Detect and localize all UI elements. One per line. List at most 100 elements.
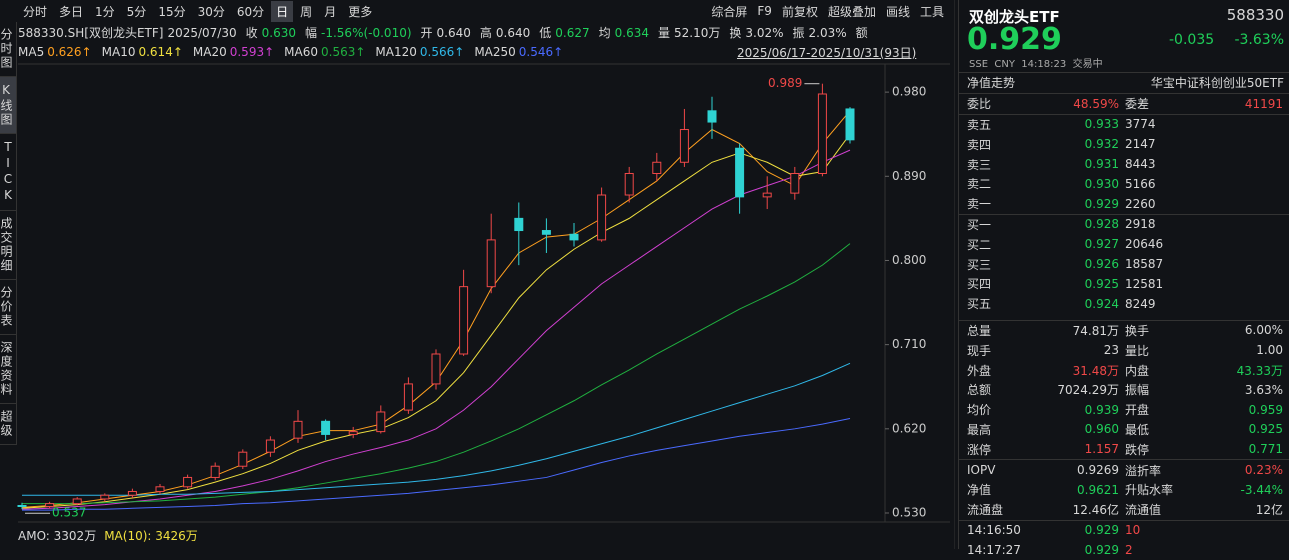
tab[interactable]: 60分 — [236, 4, 265, 19]
quote-row: 买一 0.928 2918 — [959, 213, 1289, 235]
info-item: 振 2.03% — [793, 24, 847, 41]
quote-row: 现手 23 量比 1.00 — [959, 340, 1289, 360]
ma-value: 0.563↑ — [321, 45, 366, 59]
info-value: 2025/07/30 — [167, 25, 237, 40]
tab[interactable]: 多日 — [59, 4, 84, 19]
candle-body — [321, 420, 331, 435]
info-item: 换 3.02% — [729, 24, 783, 41]
ma-item: MA10 0.614↑ — [102, 45, 183, 59]
cell: 23 — [1103, 343, 1119, 358]
info-item: 量 52.10万 — [658, 24, 720, 41]
tab[interactable]: 更多 — [348, 4, 373, 19]
cell: 48.59% — [1073, 96, 1119, 111]
candle-body — [403, 383, 413, 411]
quote-row: 净值走势 华宝中证科创创业50ETF — [959, 73, 1289, 93]
info-label: 量 — [658, 25, 671, 40]
quote-row: 卖二 0.930 5166 — [959, 174, 1289, 194]
ma-line — [21, 110, 851, 508]
tool[interactable]: 综合屏 — [711, 4, 748, 19]
ma-line — [22, 362, 851, 496]
tab[interactable]: 月 — [324, 4, 337, 19]
cell: 12581 — [1125, 276, 1164, 291]
cell: 0.928 — [1084, 217, 1119, 232]
ma-item: MA250 0.546↑ — [474, 45, 563, 59]
info-label: 收 — [245, 25, 258, 40]
info-label: 换 — [729, 25, 742, 40]
info-label: 588330.SH[双创龙头ETF] — [18, 25, 164, 40]
cell: 0.960 — [1084, 422, 1119, 437]
quote-row: 买三 0.926 18587 — [959, 254, 1289, 274]
side-tab[interactable]: 超级 — [0, 404, 16, 445]
quote-row: 卖四 0.932 2147 — [959, 134, 1289, 154]
cell: 0.929 — [1084, 523, 1119, 538]
quote-row: 买四 0.925 12581 — [959, 274, 1289, 294]
cell: 买一 — [967, 217, 992, 232]
cell: 买五 — [967, 297, 992, 312]
quote-row: 最高 0.960 最低 0.925 — [959, 420, 1289, 440]
candle-body — [845, 108, 855, 141]
cell: 卖一 — [967, 197, 992, 212]
info-item: 收 0.630 — [246, 24, 296, 41]
tool[interactable]: 超级叠加 — [827, 4, 876, 19]
candle-body — [790, 172, 800, 194]
candle-body — [376, 411, 386, 433]
ma-name: MA60 — [284, 45, 318, 59]
tool[interactable]: 画线 — [885, 4, 910, 19]
cell: 7024.29万 — [1057, 383, 1119, 398]
ma-item: MA60 0.563↑ — [284, 45, 365, 59]
cell: -3.44% — [1240, 482, 1283, 497]
cell: 换手 — [1125, 323, 1150, 338]
side-tab[interactable]: 分价表 — [0, 280, 16, 335]
amo-ma: MA(10): 3426万 — [104, 529, 198, 543]
cell: 2147 — [1125, 137, 1156, 152]
tab[interactable]: 15分 — [158, 4, 186, 19]
tab[interactable]: 日 — [271, 0, 294, 22]
side-tab[interactable]: 成交明细 — [0, 211, 16, 280]
tab[interactable]: 周 — [300, 4, 313, 19]
price: 0.929 — [967, 22, 1062, 57]
tab[interactable]: 1分 — [95, 4, 115, 19]
side-tab[interactable]: 深度资料 — [0, 335, 16, 404]
tab[interactable]: 30分 — [197, 4, 225, 19]
cell: 卖四 — [967, 137, 992, 152]
cell: 委比 — [967, 97, 992, 112]
side-tab[interactable]: 分时图 — [0, 22, 16, 77]
cell: 43.33万 — [1236, 363, 1283, 378]
ma-name: MA20 — [192, 45, 227, 59]
ma-line — [21, 133, 851, 509]
candle-body — [100, 494, 110, 500]
quote-row: 委比 48.59% 委差 41191 — [959, 92, 1289, 114]
candle-body — [486, 239, 496, 288]
y-tick-label: 0.530 — [892, 505, 926, 519]
side-tab[interactable]: K线图 — [0, 77, 16, 134]
tool[interactable]: 工具 — [919, 4, 944, 19]
cell: 12亿 — [1255, 503, 1283, 518]
candle-body — [127, 490, 137, 496]
cell: 委差 — [1125, 97, 1150, 112]
info-value: 2.03% — [808, 25, 847, 40]
side-tab[interactable]: TICK — [0, 134, 16, 211]
info-label: 均 — [598, 25, 611, 40]
info-item: 低 0.627 — [539, 24, 589, 41]
cell: 卖三 — [967, 157, 992, 172]
cell: 41191 — [1244, 96, 1283, 111]
tool[interactable]: F9 — [757, 4, 772, 18]
quote-row: 14:17:27 0.929 2 — [959, 540, 1289, 560]
tool[interactable]: 前复权 — [781, 4, 818, 19]
cell: 买四 — [967, 277, 992, 292]
candle-body — [183, 476, 193, 488]
cell: 最低 — [1125, 422, 1150, 437]
quote-row: 买五 0.924 8249 — [959, 294, 1289, 314]
cell: 20646 — [1125, 237, 1164, 252]
quote-row: 总量 74.81万 换手 6.00% — [959, 319, 1289, 341]
tab[interactable]: 分时 — [23, 4, 48, 19]
quote-row: 均价 0.939 开盘 0.959 — [959, 400, 1289, 420]
cell: 2918 — [1125, 217, 1156, 232]
ma-value: 0.566↑ — [419, 45, 465, 59]
cell: 净值走势 — [967, 76, 1016, 91]
cell: 10 — [1125, 523, 1141, 538]
cell: 3774 — [1125, 117, 1156, 132]
cell: 8249 — [1125, 296, 1156, 311]
cell: 跌停 — [1125, 442, 1150, 457]
tab[interactable]: 5分 — [126, 4, 147, 19]
